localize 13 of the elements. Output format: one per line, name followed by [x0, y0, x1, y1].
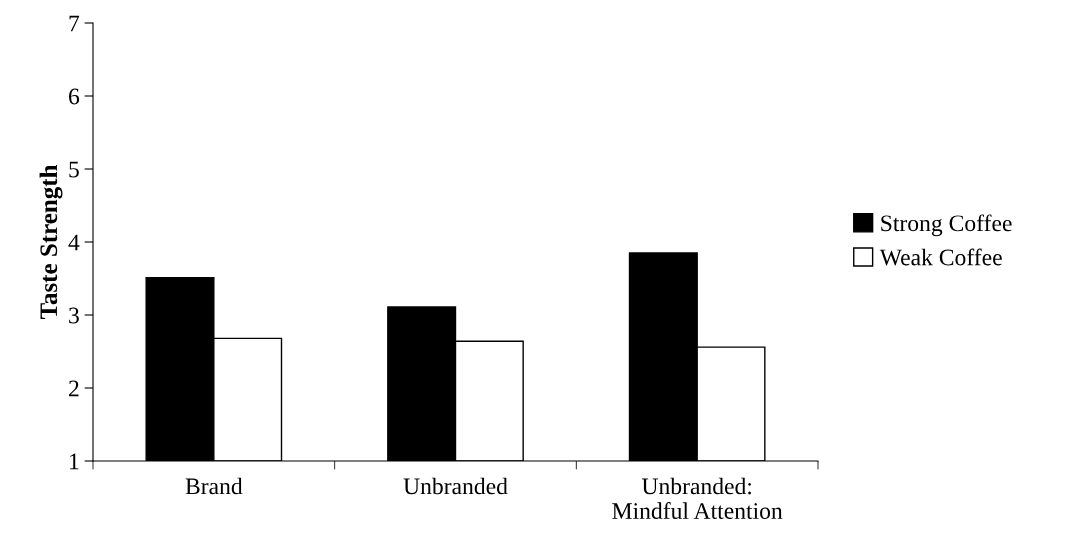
- x-tick-label: Unbranded: [403, 477, 508, 495]
- legend-label: Strong Coffee: [881, 214, 1012, 237]
- y-axis-title: Taste Strength: [39, 164, 63, 320]
- y-tick-label: 1: [70, 453, 79, 470]
- x-tick-label: Brand: [185, 477, 243, 495]
- y-tick-label: 5: [69, 161, 79, 178]
- legend-label: Weak Coffee: [879, 248, 1002, 266]
- y-tick-label: 6: [69, 88, 80, 105]
- y-tick-label: 2: [69, 380, 79, 397]
- y-tick-label: 7: [69, 15, 80, 32]
- y-tick-label: 4: [68, 234, 80, 251]
- y-tick-label: 3: [69, 307, 79, 324]
- x-tick-label: Unbranded: Mindful Attention: [612, 477, 783, 519]
